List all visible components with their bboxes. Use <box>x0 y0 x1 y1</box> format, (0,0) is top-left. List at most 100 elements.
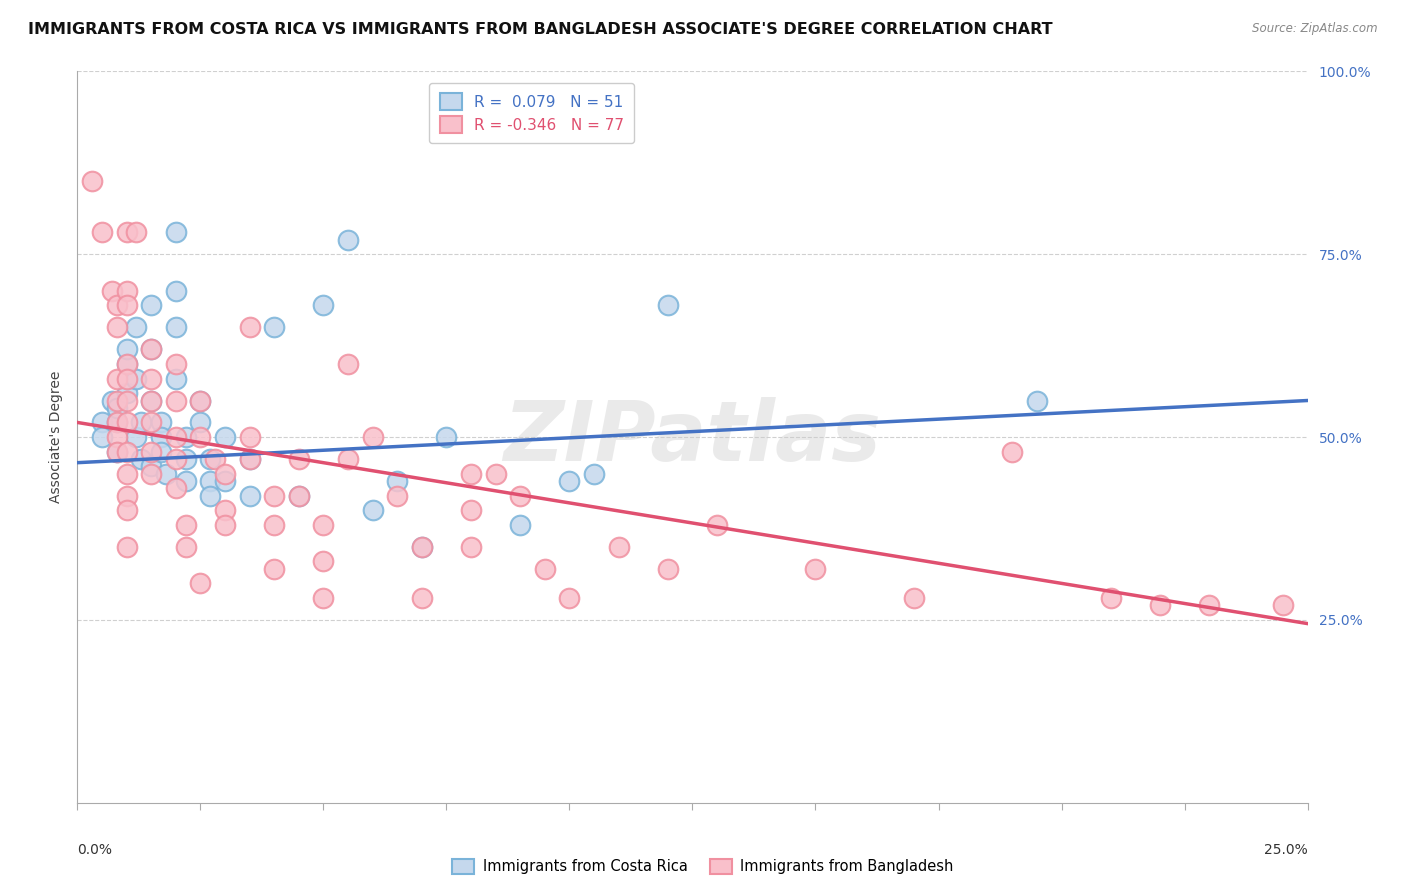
Point <box>115 540 138 554</box>
Point <box>174 517 197 532</box>
Point <box>165 284 187 298</box>
Point <box>141 467 163 481</box>
Point <box>657 562 679 576</box>
Point <box>82 174 104 188</box>
Point <box>411 540 433 554</box>
Point <box>436 430 458 444</box>
Legend: Immigrants from Costa Rica, Immigrants from Bangladesh: Immigrants from Costa Rica, Immigrants f… <box>447 853 959 880</box>
Point <box>90 225 114 239</box>
Point <box>115 284 138 298</box>
Point <box>485 467 508 481</box>
Point <box>165 371 187 385</box>
Point <box>239 452 262 467</box>
Point <box>200 474 222 488</box>
Point <box>385 474 409 488</box>
Point <box>141 459 163 474</box>
Point <box>105 393 128 408</box>
Point <box>174 474 197 488</box>
Point <box>312 517 335 532</box>
Point <box>214 467 236 481</box>
Point <box>214 430 236 444</box>
Point <box>288 489 311 503</box>
Point <box>214 503 236 517</box>
Point <box>337 233 360 247</box>
Point <box>105 416 128 430</box>
Point <box>188 393 212 408</box>
Point <box>141 393 163 408</box>
Point <box>105 444 128 458</box>
Point <box>165 393 187 408</box>
Point <box>105 401 128 415</box>
Point <box>411 540 433 554</box>
Point <box>263 489 285 503</box>
Point <box>1026 393 1049 408</box>
Point <box>115 416 138 430</box>
Point <box>1272 599 1295 613</box>
Point <box>239 430 262 444</box>
Point <box>204 452 226 467</box>
Point <box>534 562 557 576</box>
Point <box>188 393 212 408</box>
Point <box>337 452 360 467</box>
Point <box>115 357 138 371</box>
Point <box>115 225 138 239</box>
Point <box>129 452 153 467</box>
Point <box>214 474 236 488</box>
Point <box>361 503 384 517</box>
Point <box>903 591 925 605</box>
Point <box>460 540 482 554</box>
Point <box>115 343 138 357</box>
Point <box>509 489 531 503</box>
Point <box>90 416 114 430</box>
Point <box>115 467 138 481</box>
Point <box>165 430 187 444</box>
Point <box>312 591 335 605</box>
Point <box>558 474 581 488</box>
Point <box>105 371 128 385</box>
Text: ZIPatlas: ZIPatlas <box>503 397 882 477</box>
Point <box>657 298 679 312</box>
Point <box>188 416 212 430</box>
Point <box>804 562 827 576</box>
Point <box>263 517 285 532</box>
Point <box>105 320 128 334</box>
Point <box>141 371 163 385</box>
Point <box>174 540 197 554</box>
Point <box>214 517 236 532</box>
Point <box>239 489 262 503</box>
Point <box>141 343 163 357</box>
Point <box>239 452 262 467</box>
Point <box>188 430 212 444</box>
Point <box>361 430 384 444</box>
Point <box>558 591 581 605</box>
Point <box>115 298 138 312</box>
Point <box>1099 591 1122 605</box>
Point <box>125 320 148 334</box>
Point <box>125 430 148 444</box>
Text: 0.0%: 0.0% <box>77 843 112 857</box>
Point <box>706 517 728 532</box>
Text: IMMIGRANTS FROM COSTA RICA VS IMMIGRANTS FROM BANGLADESH ASSOCIATE'S DEGREE CORR: IMMIGRANTS FROM COSTA RICA VS IMMIGRANTS… <box>28 22 1053 37</box>
Point <box>1001 444 1024 458</box>
Point <box>105 444 128 458</box>
Point <box>288 489 311 503</box>
Point <box>141 343 163 357</box>
Y-axis label: Associate's Degree: Associate's Degree <box>49 371 63 503</box>
Point <box>165 481 187 495</box>
Point <box>385 489 409 503</box>
Point <box>165 225 187 239</box>
Point <box>150 416 173 430</box>
Point <box>125 371 148 385</box>
Point <box>155 467 177 481</box>
Point <box>150 444 173 458</box>
Point <box>101 393 124 408</box>
Point <box>165 357 187 371</box>
Point <box>115 489 138 503</box>
Point <box>141 444 163 458</box>
Point <box>174 430 197 444</box>
Point <box>115 371 138 385</box>
Point <box>141 416 163 430</box>
Point <box>188 576 212 591</box>
Point <box>115 357 138 371</box>
Text: Source: ZipAtlas.com: Source: ZipAtlas.com <box>1253 22 1378 36</box>
